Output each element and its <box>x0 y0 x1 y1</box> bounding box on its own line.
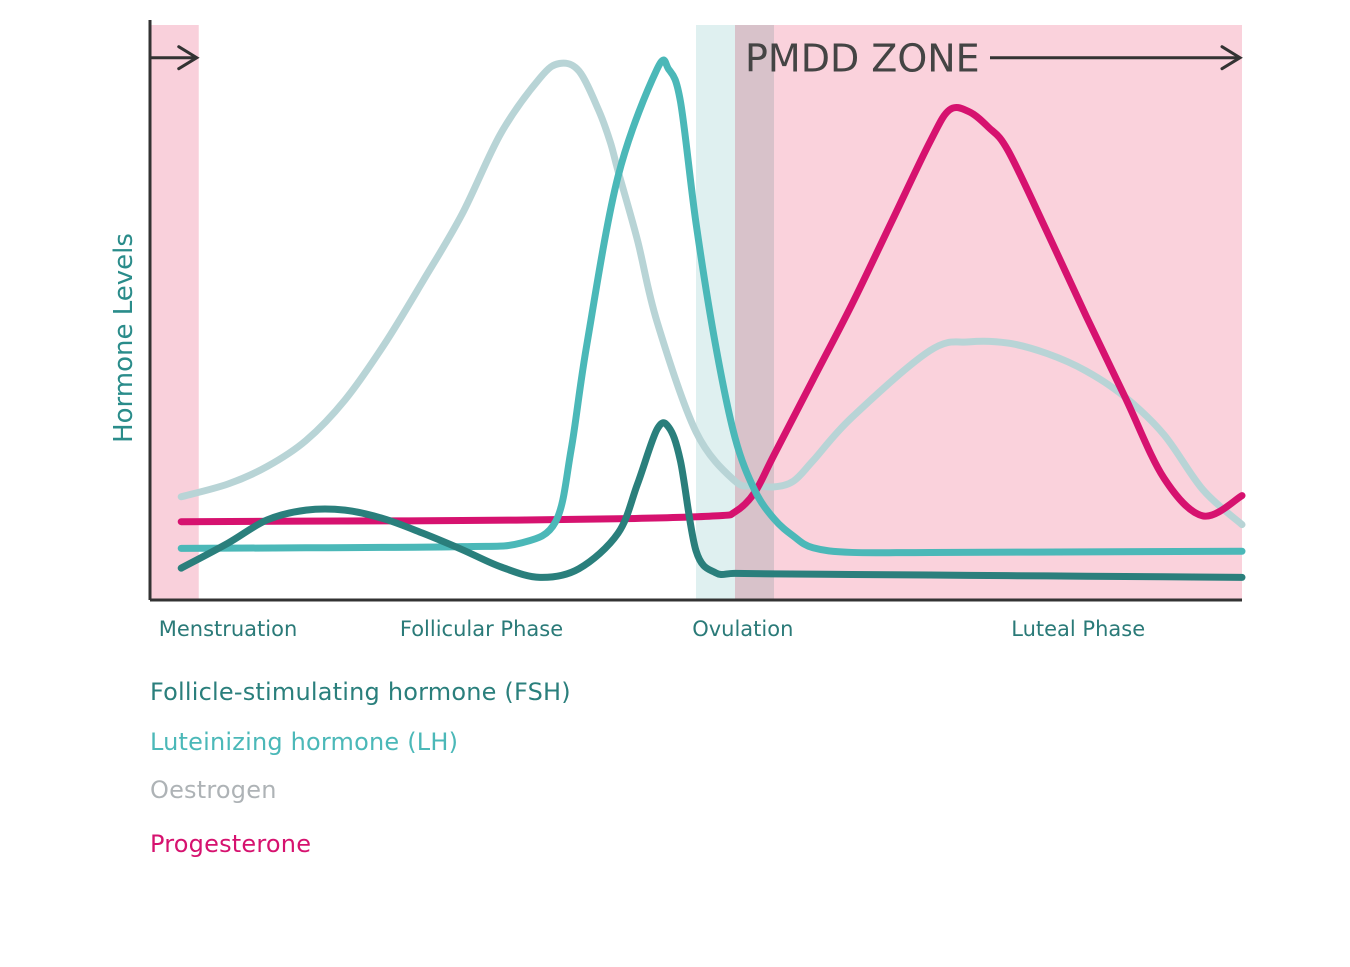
region-pmdd <box>774 25 1242 600</box>
phase-label-0: Menstruation <box>159 617 298 641</box>
line-oestrogen <box>177 59 1246 529</box>
phase-label-2: Ovulation <box>692 617 793 641</box>
region-menstruation <box>150 25 199 600</box>
legend-lh: Luteinizing hormone (LH) <box>150 728 459 756</box>
arrow-head-0 <box>1220 45 1243 71</box>
region-ovulation <box>696 25 735 600</box>
legend-fsh: Follicle-stimulating hormone (FSH) <box>150 678 571 706</box>
line-fsh <box>177 419 1246 581</box>
legend-progesterone: Progesterone <box>150 830 312 858</box>
phase-label-3: Luteal Phase <box>1011 617 1145 641</box>
pmdd-zone-label: PMDD ZONE <box>745 37 980 81</box>
arrow-head-1 <box>177 45 200 71</box>
phase-label-1: Follicular Phase <box>400 617 563 641</box>
line-lh <box>177 56 1246 557</box>
y-axis-label: Hormone Levels <box>109 233 139 443</box>
legend-oestrogen: Oestrogen <box>150 776 277 804</box>
line-progesterone <box>177 103 1246 526</box>
